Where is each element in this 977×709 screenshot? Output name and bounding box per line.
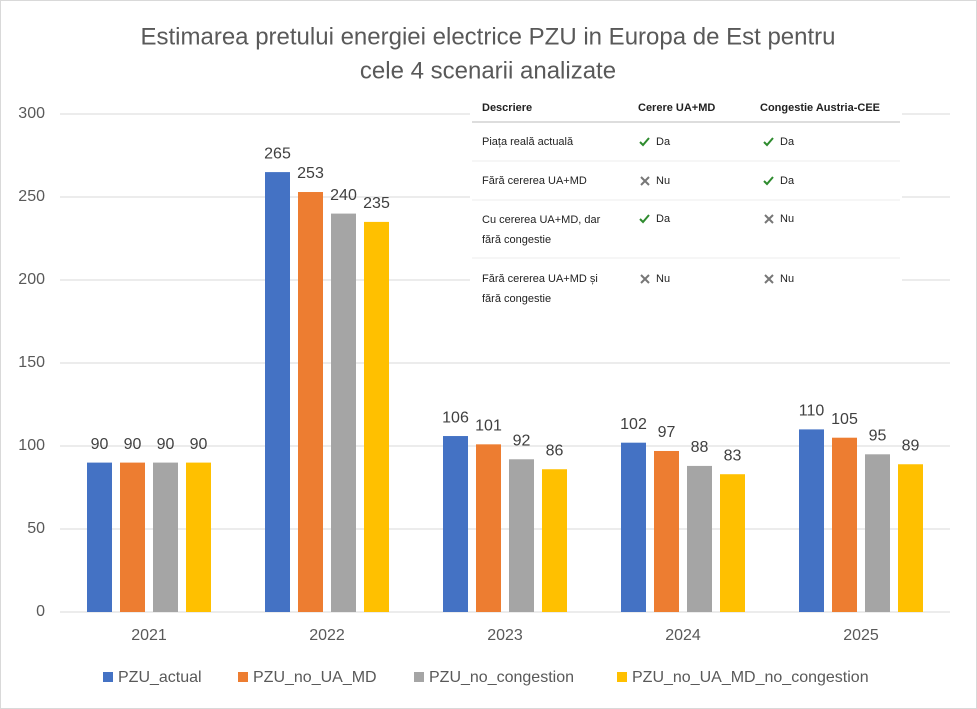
data-label: 88 [691, 439, 709, 456]
bar [120, 462, 145, 612]
bar [364, 221, 389, 612]
table-cell: Piața reală actuală [482, 136, 574, 148]
bar [898, 464, 923, 612]
bar [509, 459, 534, 612]
table-cell: Nu [656, 175, 670, 187]
y-tick-label: 200 [18, 271, 45, 288]
bar [443, 436, 468, 612]
bar [186, 462, 211, 612]
x-tick-label: 2024 [665, 627, 701, 644]
cross-icon [640, 274, 650, 284]
y-tick-label: 250 [18, 188, 45, 205]
data-label: 89 [902, 437, 920, 454]
data-label: 265 [264, 145, 291, 162]
table-cell: Nu [656, 273, 670, 285]
check-icon [763, 176, 774, 186]
data-label: 105 [831, 411, 858, 428]
check-icon [763, 137, 774, 147]
data-label: 95 [869, 428, 887, 445]
bar [865, 454, 890, 612]
bar [298, 192, 323, 612]
table-cell: Da [780, 175, 795, 187]
x-tick-label: 2021 [131, 627, 167, 644]
plot: 0 50 100 150 200 250 300 2021 90 90 90 90 2022 265 253… [18, 105, 950, 644]
cross-icon [640, 176, 650, 186]
table-cell: Cu cererea UA+MD, dar [482, 214, 601, 226]
table-cell: fără congestie [482, 234, 551, 246]
table-header: Congestie Austria-CEE [760, 102, 880, 114]
legend-label: PZU_no_UA_MD_no_congestion [632, 669, 869, 686]
table-cell: fără congestie [482, 293, 551, 305]
bar [720, 474, 745, 612]
legend-swatch [103, 672, 113, 682]
chart-title: cele 4 scenarii analizate [360, 57, 616, 84]
bar [799, 429, 824, 612]
legend-swatch [238, 672, 248, 682]
data-label: 106 [442, 409, 469, 426]
legend-swatch [617, 672, 627, 682]
legend-label: PZU_no_congestion [429, 669, 574, 686]
data-label: 97 [658, 424, 676, 441]
data-label: 86 [546, 442, 564, 459]
data-label: 90 [124, 436, 142, 453]
bar [542, 469, 567, 612]
table-cell: Da [656, 136, 671, 148]
bar [621, 442, 646, 612]
table-cell: Nu [780, 213, 794, 225]
table-cell: Da [656, 213, 671, 225]
table-cell: Nu [780, 273, 794, 285]
y-tick-label: 150 [18, 354, 45, 371]
check-icon [639, 214, 650, 224]
data-label: 102 [620, 416, 647, 433]
x-tick-label: 2022 [309, 627, 345, 644]
data-label: 83 [724, 447, 742, 464]
legend-swatch [414, 672, 424, 682]
y-tick-label: 300 [18, 105, 45, 122]
inset-table: Descriere Cerere UA+MD Congestie Austria… [470, 96, 902, 312]
data-label: 101 [475, 418, 502, 435]
table-cell: Da [780, 136, 795, 148]
bar [687, 465, 712, 612]
cross-icon [764, 274, 774, 284]
legend-label: PZU_no_UA_MD [253, 669, 377, 686]
table-bg [470, 96, 902, 312]
data-label: 235 [363, 195, 390, 212]
bar [87, 462, 112, 612]
table-header: Cerere UA+MD [638, 102, 715, 114]
bar [265, 172, 290, 612]
check-icon [639, 137, 650, 147]
table-cell: Fără cererea UA+MD și [482, 273, 598, 285]
y-tick-label: 50 [27, 520, 45, 537]
x-tick-label: 2023 [487, 627, 523, 644]
chart-title: Estimarea pretului energiei electrice PZ… [140, 23, 835, 50]
legend-label: PZU_actual [118, 669, 202, 686]
bar [153, 462, 178, 612]
data-label: 253 [297, 165, 324, 182]
data-label: 92 [513, 432, 531, 449]
data-label: 90 [91, 436, 109, 453]
data-label: 110 [799, 403, 825, 420]
bar [654, 450, 679, 612]
bar [331, 213, 356, 612]
x-tick-label: 2025 [843, 627, 879, 644]
cross-icon [764, 214, 774, 224]
bar [476, 444, 501, 612]
y-tick-label: 0 [36, 603, 45, 620]
bar [832, 437, 857, 612]
table-header: Descriere [482, 102, 532, 114]
table-cell: Fără cererea UA+MD [482, 175, 587, 187]
y-tick-label: 100 [18, 437, 45, 454]
data-label: 90 [190, 436, 208, 453]
data-label: 90 [157, 436, 175, 453]
data-label: 240 [330, 187, 357, 204]
